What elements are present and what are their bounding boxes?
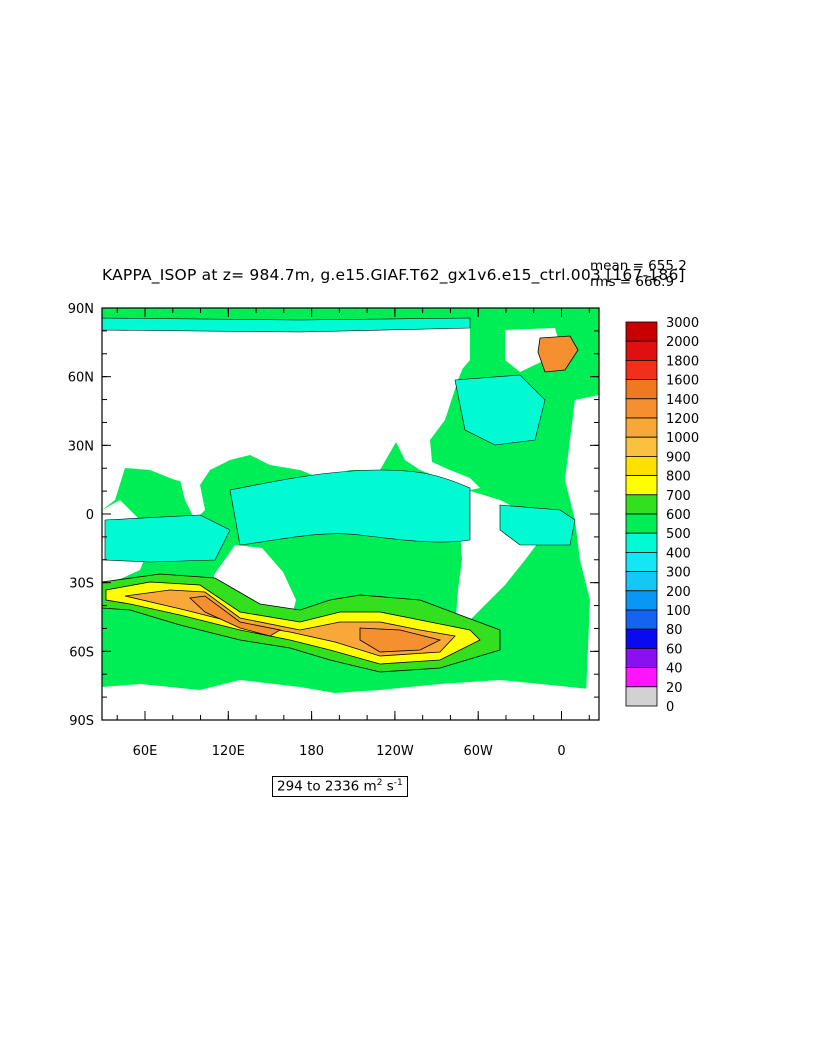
colorbar-label: 800 bbox=[666, 470, 691, 485]
colorbar-swatch bbox=[625, 532, 658, 553]
colorbar-label: 1200 bbox=[666, 412, 699, 427]
tropical-band-atlantic bbox=[499, 504, 576, 546]
lon-label: 180 bbox=[299, 744, 324, 759]
mean-value: mean = 655.2 bbox=[590, 258, 687, 274]
colorbar: 3000200018001600140012001000900800700600… bbox=[625, 316, 699, 715]
colorbar-label: 1400 bbox=[666, 393, 699, 408]
tropical-band bbox=[101, 317, 576, 563]
lon-label: 0 bbox=[557, 744, 565, 759]
colorbar-swatch bbox=[625, 513, 658, 534]
map-title: KAPPA_ISOP at z= 984.7m, g.e15.GIAF.T62_… bbox=[102, 266, 685, 284]
north-america bbox=[380, 318, 480, 490]
colorbar-swatch bbox=[625, 628, 658, 649]
lat-label: 90N bbox=[68, 302, 94, 317]
range-text: 294 to 2336 m bbox=[277, 778, 377, 795]
colorbar-swatch bbox=[625, 321, 658, 342]
europe-africa bbox=[565, 395, 599, 720]
lat-label: 90S bbox=[69, 714, 94, 729]
colorbar-swatch bbox=[625, 590, 658, 611]
colorbar-label: 600 bbox=[666, 508, 691, 523]
lon-label: 60W bbox=[463, 744, 493, 759]
colorbar-label: 900 bbox=[666, 450, 691, 465]
colorbar-swatch bbox=[625, 455, 658, 476]
colorbar-swatch bbox=[625, 686, 658, 707]
colorbar-label: 20 bbox=[666, 681, 683, 696]
colorbar-swatch bbox=[625, 648, 658, 669]
colorbar-label: 3000 bbox=[666, 316, 699, 331]
colorbar-label: 0 bbox=[666, 700, 674, 715]
colorbar-label: 200 bbox=[666, 585, 691, 600]
lon-label: 120E bbox=[212, 744, 245, 759]
colorbar-label: 60 bbox=[666, 642, 683, 657]
colorbar-swatch bbox=[625, 475, 658, 496]
eurasia bbox=[102, 318, 470, 510]
colorbar-label: 100 bbox=[666, 604, 691, 619]
greenland-sea-high bbox=[537, 335, 579, 373]
lat-label: 0 bbox=[86, 508, 94, 523]
tropical-band-indian bbox=[104, 514, 231, 563]
lat-label: 30N bbox=[68, 439, 94, 454]
colorbar-swatch bbox=[625, 571, 658, 592]
colorbar-swatch bbox=[625, 436, 658, 457]
colorbar-label: 1600 bbox=[666, 374, 699, 389]
colorbar-swatch bbox=[625, 417, 658, 438]
colorbar-label: 40 bbox=[666, 662, 683, 677]
lon-labels: 60E 120E 180 120W 60W 0 bbox=[133, 744, 566, 759]
southern-ocean-band bbox=[101, 335, 579, 673]
colorbar-label: 700 bbox=[666, 489, 691, 504]
colorbar-label: 500 bbox=[666, 527, 691, 542]
colorbar-swatch bbox=[625, 494, 658, 515]
north-atlantic-cyan bbox=[454, 374, 546, 446]
range-unit-s: s bbox=[382, 778, 394, 795]
lat-label: 30S bbox=[69, 577, 94, 592]
lon-label: 120W bbox=[376, 744, 414, 759]
range-label: 294 to 2336 m2 s-1 bbox=[272, 776, 408, 797]
colorbar-swatch bbox=[625, 340, 658, 361]
colorbar-label: 300 bbox=[666, 566, 691, 581]
range-unit-sup: 2 bbox=[376, 778, 383, 788]
colorbar-label: 1000 bbox=[666, 431, 699, 446]
colorbar-swatch bbox=[625, 359, 658, 380]
colorbar-swatch bbox=[625, 667, 658, 688]
antarctica bbox=[102, 680, 599, 720]
lat-label: 60N bbox=[68, 371, 94, 386]
rms-value: rms = 666.9 bbox=[590, 274, 675, 290]
lat-label: 60S bbox=[69, 645, 94, 660]
colorbar-label: 1800 bbox=[666, 354, 699, 369]
colorbar-label: 80 bbox=[666, 623, 683, 638]
india bbox=[180, 480, 205, 520]
colorbar-swatch bbox=[625, 552, 658, 573]
colorbar-swatch bbox=[625, 609, 658, 630]
colorbar-label: 400 bbox=[666, 546, 691, 561]
tropical-band-pacific bbox=[229, 469, 471, 546]
colorbar-label: 2000 bbox=[666, 335, 699, 350]
range-unit-s-sup: -1 bbox=[393, 778, 403, 788]
lon-label: 60E bbox=[133, 744, 158, 759]
lat-labels: 90N 60N 30N 0 30S 60S 90S bbox=[68, 302, 94, 729]
axis-ticks bbox=[102, 307, 599, 721]
southern-band-core bbox=[189, 595, 282, 637]
colorbar-swatch bbox=[625, 379, 658, 400]
southern-band-core-east bbox=[359, 627, 442, 653]
colorbar-swatch bbox=[625, 398, 658, 419]
